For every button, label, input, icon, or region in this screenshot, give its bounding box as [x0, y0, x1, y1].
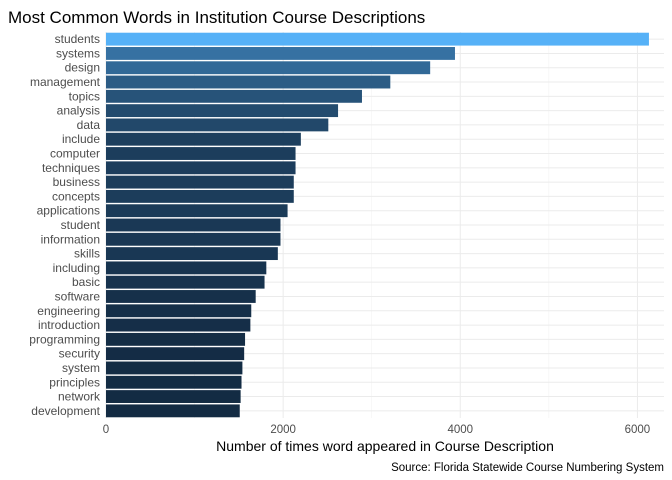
- x-tick-label: 2000: [270, 424, 296, 436]
- bar-computer: [106, 147, 296, 160]
- y-label-network: network: [58, 390, 101, 404]
- bar-security: [106, 347, 245, 361]
- y-axis-labels: studentssystemsdesignmanagementtopicsana…: [29, 32, 101, 418]
- y-label-students: students: [55, 32, 100, 46]
- bar-concepts: [106, 189, 294, 203]
- bar-engineering: [106, 304, 252, 318]
- bar-student: [106, 218, 281, 232]
- y-label-software: software: [55, 289, 101, 303]
- bar-systems: [106, 47, 455, 60]
- bar-software: [106, 290, 256, 303]
- x-tick-label: 0: [103, 424, 109, 436]
- y-label-information: information: [41, 232, 100, 246]
- x-axis-title: Number of times word appeared in Course …: [216, 438, 554, 454]
- bar-management: [106, 75, 391, 89]
- y-label-applications: applications: [37, 204, 100, 218]
- bar-applications: [106, 204, 288, 218]
- y-label-skills: skills: [74, 247, 100, 261]
- y-label-system: system: [62, 361, 100, 375]
- y-label-data: data: [77, 118, 101, 132]
- y-label-techniques: techniques: [42, 161, 100, 175]
- y-label-include: include: [62, 132, 100, 146]
- y-label-development: development: [31, 404, 100, 418]
- bar-data: [106, 118, 329, 132]
- bar-including: [106, 261, 267, 275]
- chart-title: Most Common Words in Institution Course …: [8, 8, 425, 27]
- bar-topics: [106, 89, 362, 103]
- y-label-principles: principles: [49, 375, 100, 389]
- bar-basic: [106, 275, 265, 289]
- bar-development: [106, 404, 240, 418]
- bar-introduction: [106, 318, 251, 332]
- y-label-computer: computer: [50, 147, 100, 161]
- bar-programming: [106, 332, 246, 346]
- y-label-systems: systems: [56, 46, 100, 60]
- bar-business: [106, 175, 294, 189]
- bar-principles: [106, 375, 242, 389]
- x-axis-labels: 0 2000 4000 6000: [103, 424, 650, 436]
- y-label-design: design: [65, 61, 100, 75]
- x-tick-label: 6000: [625, 424, 651, 436]
- y-label-analysis: analysis: [57, 104, 100, 118]
- bar-include: [106, 132, 301, 146]
- y-label-introduction: introduction: [38, 318, 100, 332]
- y-label-concepts: concepts: [52, 189, 100, 203]
- bar-skills: [106, 247, 278, 261]
- bar-analysis: [106, 104, 339, 118]
- bar-design: [106, 61, 431, 75]
- y-label-engineering: engineering: [37, 304, 100, 318]
- bar-techniques: [106, 161, 296, 175]
- y-label-programming: programming: [29, 332, 100, 346]
- chart-caption: Source: Florida Statewide Course Numberi…: [391, 462, 664, 474]
- bar-system: [106, 361, 243, 375]
- bar-network: [106, 390, 241, 403]
- bar-information: [106, 232, 281, 246]
- y-label-student: student: [61, 218, 101, 232]
- y-label-business: business: [53, 175, 100, 189]
- bar-students: [106, 32, 649, 46]
- y-label-basic: basic: [72, 275, 100, 289]
- x-tick-label: 4000: [447, 424, 473, 436]
- y-label-management: management: [30, 75, 101, 89]
- y-label-security: security: [59, 347, 100, 361]
- y-label-including: including: [53, 261, 100, 275]
- y-label-topics: topics: [69, 89, 100, 103]
- bars: [106, 32, 649, 418]
